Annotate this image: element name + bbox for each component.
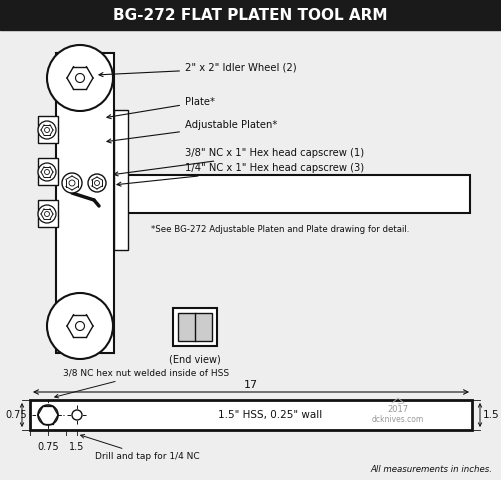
Circle shape [76, 322, 85, 331]
Text: 1.5: 1.5 [483, 410, 499, 420]
Bar [38, 116, 58, 143]
Circle shape [45, 169, 50, 175]
Text: 0.75: 0.75 [5, 410, 27, 420]
Bar [56, 53, 114, 353]
Text: 1.5" HSS, 0.25" wall: 1.5" HSS, 0.25" wall [218, 410, 322, 420]
Bar [114, 110, 128, 250]
Text: *See BG-272 Adjustable Platen and Plate drawing for detail.: *See BG-272 Adjustable Platen and Plate … [151, 225, 409, 234]
Circle shape [62, 173, 82, 193]
Text: 2" x 2" Idler Wheel (2): 2" x 2" Idler Wheel (2) [99, 63, 297, 77]
Text: 1/4" NC x 1" Hex head capscrew (3): 1/4" NC x 1" Hex head capscrew (3) [117, 163, 364, 186]
Circle shape [47, 45, 113, 111]
Text: Plate*: Plate* [107, 97, 215, 119]
Text: 1.5: 1.5 [69, 442, 85, 452]
Text: Adjustable Platen*: Adjustable Platen* [107, 120, 278, 143]
Circle shape [95, 180, 100, 185]
Circle shape [45, 212, 50, 216]
Circle shape [72, 410, 82, 420]
Circle shape [45, 128, 50, 132]
Text: 0.75: 0.75 [37, 442, 59, 452]
Text: Drill and tap for 1/4 NC: Drill and tap for 1/4 NC [81, 434, 199, 461]
Circle shape [38, 405, 58, 425]
Bar [108, 175, 470, 213]
Circle shape [88, 174, 106, 192]
Text: (End view): (End view) [169, 354, 221, 364]
Text: BG-272 FLAT PLATEN TOOL ARM: BG-272 FLAT PLATEN TOOL ARM [113, 8, 387, 23]
Circle shape [38, 121, 56, 139]
Text: 17: 17 [244, 380, 258, 390]
Bar [173, 308, 217, 346]
Text: dcknives.com: dcknives.com [372, 416, 424, 424]
Circle shape [47, 293, 113, 359]
Text: 3/8" NC x 1" Hex head capscrew (1): 3/8" NC x 1" Hex head capscrew (1) [114, 148, 364, 176]
Circle shape [38, 163, 56, 181]
Text: 2017: 2017 [387, 406, 408, 415]
Bar [30, 400, 472, 430]
Bar [38, 158, 58, 185]
Bar [178, 313, 212, 341]
Circle shape [69, 180, 75, 186]
Text: All measurements in inches.: All measurements in inches. [370, 465, 492, 474]
Circle shape [76, 73, 85, 83]
Circle shape [38, 205, 56, 223]
Bar [38, 200, 58, 227]
Bar [0, 0, 501, 30]
Text: 3/8 NC hex nut welded inside of HSS: 3/8 NC hex nut welded inside of HSS [55, 369, 229, 398]
